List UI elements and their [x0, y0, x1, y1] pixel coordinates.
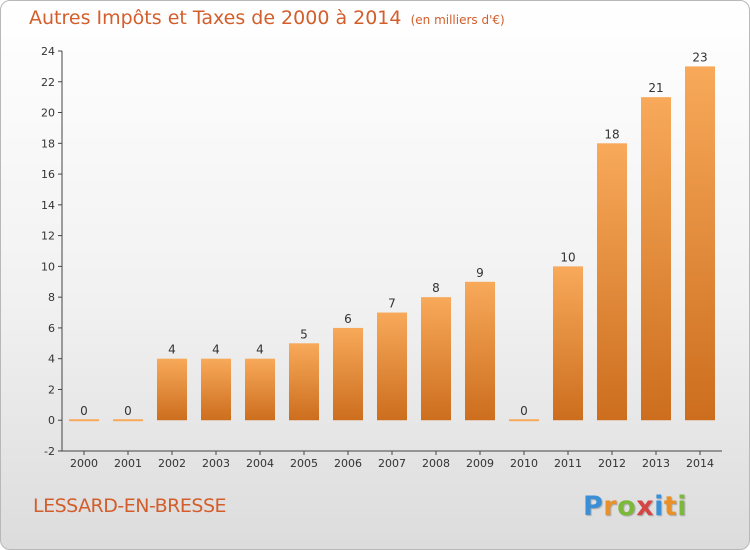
y-tick-label: 18 — [41, 137, 55, 150]
bar — [553, 266, 583, 421]
logo-letter: r — [603, 491, 618, 522]
chart-title-block: Autres Impôts et Taxes de 2000 à 2014 (e… — [29, 7, 505, 29]
y-tick-label: 16 — [41, 168, 55, 181]
bar-value-label: 4 — [212, 343, 220, 357]
logo-letter: i — [677, 491, 688, 522]
bar-value-label: 5 — [300, 327, 308, 341]
bar-value-label: 0 — [124, 404, 132, 418]
bar-value-label: 0 — [520, 404, 528, 418]
x-tick-label: 2001 — [114, 457, 142, 470]
bar-value-label: 10 — [560, 250, 575, 264]
bar — [245, 358, 275, 421]
x-tick-label: 2014 — [686, 457, 714, 470]
proxiti-logo[interactable]: Proxiti — [583, 491, 687, 522]
x-tick-label: 2006 — [334, 457, 362, 470]
logo-letter: t — [663, 491, 678, 522]
bar — [333, 327, 363, 421]
y-tick-label: 14 — [41, 199, 55, 212]
y-tick-label: 22 — [41, 76, 55, 89]
x-tick-label: 2008 — [422, 457, 450, 470]
bar — [597, 143, 627, 421]
bar-value-label: 9 — [476, 266, 484, 280]
y-tick-label: 10 — [41, 260, 55, 273]
y-tick-label: 12 — [41, 230, 55, 243]
logo-letter: o — [617, 491, 637, 522]
logo-letter: i — [654, 491, 664, 522]
chart-subtitle: (en milliers d'€) — [410, 13, 505, 27]
y-tick-label: 4 — [48, 353, 55, 366]
x-tick-label: 2010 — [510, 457, 538, 470]
bar-value-label: 23 — [692, 50, 707, 64]
bar — [421, 297, 451, 421]
x-tick-label: 2013 — [642, 457, 670, 470]
bar — [113, 419, 143, 422]
bar — [641, 97, 671, 421]
bar — [69, 419, 99, 422]
x-tick-label: 2000 — [70, 457, 98, 470]
bar-value-label: 6 — [344, 312, 352, 326]
bar — [201, 358, 231, 421]
x-tick-label: 2002 — [158, 457, 186, 470]
y-tick-label: 8 — [48, 291, 55, 304]
x-tick-label: 2003 — [202, 457, 230, 470]
y-tick-label: 20 — [41, 107, 55, 120]
bar — [509, 419, 539, 422]
place-name: LESSARD-EN-BRESSE — [33, 495, 227, 517]
bar-value-label: 0 — [80, 404, 88, 418]
y-tick-label: 2 — [48, 383, 55, 396]
bar — [685, 66, 715, 421]
bar — [465, 281, 495, 421]
bar — [377, 312, 407, 421]
bar — [157, 358, 187, 421]
y-tick-label: -2 — [44, 445, 55, 458]
logo-letter: P — [583, 491, 604, 522]
x-tick-label: 2004 — [246, 457, 274, 470]
bar-value-label: 4 — [256, 343, 264, 357]
y-tick-label: 0 — [48, 414, 55, 427]
bar-value-label: 8 — [432, 281, 440, 295]
bar-value-label: 21 — [648, 81, 663, 95]
x-tick-label: 2005 — [290, 457, 318, 470]
x-tick-label: 2007 — [378, 457, 406, 470]
y-tick-label: 24 — [41, 45, 55, 58]
chart-title: Autres Impôts et Taxes de 2000 à 2014 — [29, 7, 402, 29]
bar-value-label: 4 — [168, 343, 176, 357]
x-tick-label: 2011 — [554, 457, 582, 470]
bar-value-label: 7 — [388, 297, 396, 311]
bar-value-label: 18 — [604, 127, 619, 141]
x-tick-label: 2009 — [466, 457, 494, 470]
y-tick-label: 6 — [48, 322, 55, 335]
x-tick-label: 2012 — [598, 457, 626, 470]
logo-letter: x — [636, 491, 655, 522]
bar — [289, 343, 319, 421]
